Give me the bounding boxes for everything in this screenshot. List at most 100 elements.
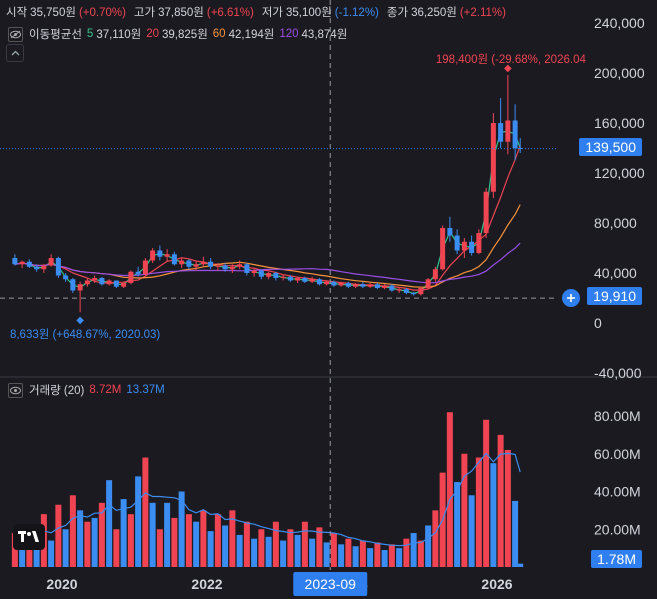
candle-body (273, 273, 279, 278)
candle-body (251, 270, 257, 273)
candle-body (266, 273, 272, 277)
volume-bar (19, 544, 26, 567)
open-label: 시작 (6, 7, 28, 19)
volume-legend: 거래량 (20) 8.72M 13.37M (8, 382, 165, 398)
chevron-up-icon[interactable] (6, 44, 24, 62)
volume-bar (330, 533, 337, 567)
price-axis-label: 0 (594, 315, 602, 331)
candle-body (229, 266, 235, 270)
ma-legend-title: 이동평균선 (29, 29, 82, 41)
candle-body (171, 254, 177, 265)
candle-body (222, 265, 228, 270)
ma5-value: 37,110원 (96, 29, 142, 41)
volume-bar (120, 499, 127, 567)
candle-body (150, 250, 156, 261)
candle-body (258, 270, 264, 277)
ma5-period: 5 (86, 28, 94, 40)
volume-bar (77, 510, 84, 567)
candle-body (338, 283, 344, 286)
crosshair-time-box (293, 572, 368, 596)
volume-value-2: 13.37M (126, 384, 165, 396)
candle-body (41, 265, 47, 270)
candle-body (418, 288, 424, 295)
volume-bar (48, 540, 55, 567)
ma20-value: 39,825원 (162, 29, 208, 41)
candle-body (142, 260, 148, 275)
open-change: (+0.70%) (78, 7, 126, 19)
volume-bar (156, 529, 163, 567)
price-axis-label: 240,000 (594, 15, 645, 31)
candle-body (121, 283, 127, 287)
price-axis-label: -40,000 (594, 365, 642, 381)
volume-bar (258, 529, 265, 567)
candle-body (396, 289, 402, 291)
volume-bar (106, 480, 113, 567)
eye-icon[interactable] (8, 382, 23, 398)
ma60-value: 42,194원 (228, 29, 275, 41)
volume-bar (164, 502, 171, 567)
candle-body (12, 258, 18, 265)
candle-body (280, 276, 286, 278)
volume-bar (475, 457, 482, 567)
volume-bar (113, 529, 120, 567)
volume-bar (26, 538, 33, 567)
volume-bar (265, 536, 272, 567)
candle-body (19, 261, 25, 265)
candle-body (476, 233, 482, 253)
price-axis-label: 160,000 (594, 115, 645, 131)
low-value: 35,100원 (286, 7, 332, 19)
candle-body (244, 264, 250, 273)
candle-body (374, 284, 380, 288)
volume-bar (62, 529, 69, 567)
volume-bar (517, 563, 524, 567)
volume-axis-label: 40.00M (594, 484, 641, 500)
volume-bar (11, 533, 18, 567)
candle-body (316, 279, 322, 285)
candle-body (345, 283, 351, 287)
volume-bar (425, 525, 432, 567)
low-label: 저가 (261, 7, 284, 19)
candle-body (77, 284, 83, 291)
candle-body (331, 281, 337, 286)
ma120-period: 120 (279, 28, 299, 40)
candle-body (498, 123, 504, 142)
volume-bar (345, 538, 352, 567)
plus-icon[interactable] (562, 289, 580, 308)
volume-bar (497, 434, 504, 567)
volume-axis-label: 80.00M (594, 408, 641, 424)
time-axis-label: 2022 (191, 576, 222, 592)
candle-body (461, 241, 467, 251)
volume-bar (214, 514, 221, 567)
candle-body (135, 271, 141, 275)
tradingview-logo-icon[interactable] (13, 524, 45, 550)
volume-bar (432, 510, 439, 567)
high-value: 37,850원 (158, 7, 204, 19)
volume-bar (454, 482, 461, 567)
volume-bar (396, 548, 403, 567)
crosshair-time-label: 2023-09 (305, 576, 357, 592)
close-value: 36,250원 (411, 7, 457, 19)
ma60-period: 60 (212, 28, 226, 40)
candle-body (106, 280, 112, 285)
candle-body (48, 258, 54, 266)
volume-bar (316, 527, 323, 567)
price-axis-label: 120,000 (594, 165, 645, 181)
candle-body (34, 266, 40, 270)
volume-bar (185, 514, 192, 567)
candle-body (425, 279, 431, 288)
eye-icon[interactable] (8, 26, 23, 42)
candle-body (440, 228, 446, 270)
high-label: 고가 (133, 7, 156, 19)
time-axis-label: 2020 (46, 576, 77, 592)
volume-bar (367, 548, 374, 567)
volume-bar (468, 495, 475, 567)
volume-bar (280, 540, 287, 567)
ma120-line (14, 242, 521, 284)
candle-body (186, 260, 192, 267)
volume-bar (200, 510, 207, 567)
volume-bar (222, 525, 229, 567)
ma120-value: 43,874원 (301, 29, 348, 41)
volume-legend-title: 거래량 (20) (29, 385, 85, 397)
candle-body (128, 271, 134, 283)
